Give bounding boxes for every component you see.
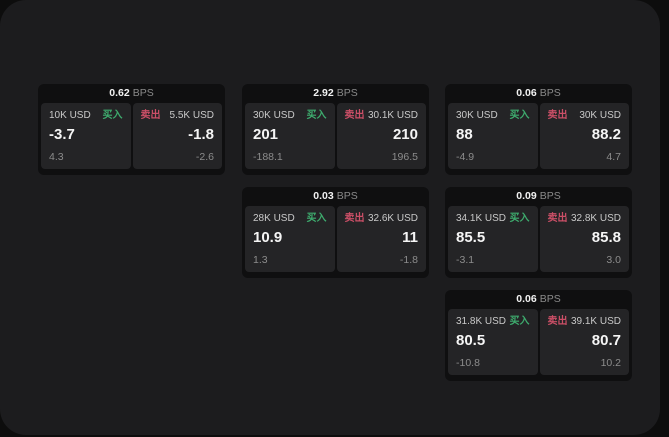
buy-label: 买入 bbox=[306, 213, 327, 224]
buy-price: 85.5 bbox=[456, 229, 486, 246]
buy-amount: 28K USD bbox=[253, 213, 295, 224]
card-body: 28K USD 买入 10.9 1.3 卖出 32.6K USD 11 -1.8 bbox=[242, 206, 429, 275]
sell-tile[interactable]: 卖出 30K USD 88.2 4.7 bbox=[539, 103, 629, 169]
sell-price: 88.2 bbox=[591, 126, 621, 143]
buy-price: 80.5 bbox=[456, 332, 486, 349]
buy-delta: -4.9 bbox=[456, 151, 475, 163]
sell-price: 80.7 bbox=[591, 332, 621, 349]
sell-price: 210 bbox=[392, 126, 418, 143]
card-body: 10K USD 买入 -3.7 4.3 卖出 5.5K USD -1.8 -2.… bbox=[38, 103, 225, 172]
card-header: 0.62 BPS bbox=[38, 84, 225, 103]
bps-value: 0.62 bbox=[109, 87, 130, 99]
bps-value: 0.06 bbox=[516, 293, 537, 305]
sell-label: 卖出 bbox=[140, 110, 161, 121]
sell-tile[interactable]: 卖出 32.8K USD 85.8 3.0 bbox=[539, 206, 629, 272]
sell-tile[interactable]: 卖出 39.1K USD 80.7 10.2 bbox=[539, 309, 629, 375]
bps-value: 0.06 bbox=[516, 87, 537, 99]
card-body: 34.1K USD 买入 85.5 -3.1 卖出 32.8K USD 85.8… bbox=[445, 206, 632, 275]
sell-label: 卖出 bbox=[547, 316, 568, 327]
sell-tile[interactable]: 卖出 5.5K USD -1.8 -2.6 bbox=[132, 103, 222, 169]
sell-price: 85.8 bbox=[591, 229, 621, 246]
card-header: 2.92 BPS bbox=[242, 84, 429, 103]
buy-amount: 34.1K USD bbox=[456, 213, 507, 224]
quote-card: 0.06 BPS 30K USD 买入 88 -4.9 卖出 30K USD bbox=[445, 84, 632, 175]
sell-amount: 32.6K USD bbox=[367, 213, 418, 224]
sell-price: 11 bbox=[402, 229, 418, 246]
buy-label: 买入 bbox=[509, 213, 530, 224]
sell-label: 卖出 bbox=[547, 110, 568, 121]
buy-delta: 1.3 bbox=[253, 254, 268, 266]
sell-delta: 4.7 bbox=[606, 151, 621, 163]
bps-value: 0.03 bbox=[313, 190, 334, 202]
sell-delta: 10.2 bbox=[600, 357, 621, 369]
sell-amount: 30K USD bbox=[579, 110, 621, 121]
quote-card: 0.62 BPS 10K USD 买入 -3.7 4.3 卖出 5.5K USD bbox=[38, 84, 225, 175]
buy-amount: 30K USD bbox=[253, 110, 295, 121]
sell-delta: 3.0 bbox=[606, 254, 621, 266]
sell-label: 卖出 bbox=[344, 110, 365, 121]
buy-price: -3.7 bbox=[49, 126, 75, 143]
sell-amount: 5.5K USD bbox=[169, 110, 214, 121]
bps-unit-label: BPS bbox=[539, 87, 561, 99]
sell-amount: 30.1K USD bbox=[367, 110, 418, 121]
sell-delta: -1.8 bbox=[399, 254, 418, 266]
bps-unit-label: BPS bbox=[336, 190, 358, 202]
buy-tile[interactable]: 31.8K USD 买入 80.5 -10.8 bbox=[448, 309, 538, 375]
buy-price: 88 bbox=[456, 126, 473, 143]
buy-delta: -10.8 bbox=[456, 357, 480, 369]
card-body: 30K USD 买入 88 -4.9 卖出 30K USD 88.2 4.7 bbox=[445, 103, 632, 172]
sell-amount: 39.1K USD bbox=[570, 316, 621, 327]
quote-card: 0.03 BPS 28K USD 买入 10.9 1.3 卖出 32.6K US… bbox=[242, 187, 429, 278]
buy-label: 买入 bbox=[509, 316, 530, 327]
buy-tile[interactable]: 30K USD 买入 88 -4.9 bbox=[448, 103, 538, 169]
sell-amount: 32.8K USD bbox=[570, 213, 621, 224]
bps-value: 2.92 bbox=[313, 87, 334, 99]
buy-label: 买入 bbox=[509, 110, 530, 121]
card-header: 0.09 BPS bbox=[445, 187, 632, 206]
sell-delta: -2.6 bbox=[195, 151, 214, 163]
quote-card: 0.09 BPS 34.1K USD 买入 85.5 -3.1 卖出 32.8K… bbox=[445, 187, 632, 278]
buy-delta: 4.3 bbox=[49, 151, 64, 163]
bps-unit-label: BPS bbox=[132, 87, 154, 99]
sell-tile[interactable]: 卖出 30.1K USD 210 196.5 bbox=[336, 103, 426, 169]
card-header: 0.06 BPS bbox=[445, 290, 632, 309]
sell-delta: 196.5 bbox=[391, 151, 418, 163]
buy-delta: -3.1 bbox=[456, 254, 475, 266]
buy-tile[interactable]: 10K USD 买入 -3.7 4.3 bbox=[41, 103, 131, 169]
card-body: 31.8K USD 买入 80.5 -10.8 卖出 39.1K USD 80.… bbox=[445, 309, 632, 378]
buy-tile[interactable]: 34.1K USD 买入 85.5 -3.1 bbox=[448, 206, 538, 272]
buy-delta: -188.1 bbox=[253, 151, 283, 163]
buy-label: 买入 bbox=[306, 110, 327, 121]
sell-label: 卖出 bbox=[344, 213, 365, 224]
card-body: 30K USD 买入 201 -188.1 卖出 30.1K USD 210 1… bbox=[242, 103, 429, 172]
buy-tile[interactable]: 28K USD 买入 10.9 1.3 bbox=[245, 206, 335, 272]
buy-amount: 10K USD bbox=[49, 110, 91, 121]
sell-price: -1.8 bbox=[188, 126, 214, 143]
card-header: 0.06 BPS bbox=[445, 84, 632, 103]
buy-tile[interactable]: 30K USD 买入 201 -188.1 bbox=[245, 103, 335, 169]
bps-unit-label: BPS bbox=[539, 190, 561, 202]
quote-card: 2.92 BPS 30K USD 买入 201 -188.1 卖出 30.1K … bbox=[242, 84, 429, 175]
buy-amount: 30K USD bbox=[456, 110, 498, 121]
buy-label: 买入 bbox=[102, 110, 123, 121]
bps-unit-label: BPS bbox=[539, 293, 561, 305]
sell-label: 卖出 bbox=[547, 213, 568, 224]
buy-amount: 31.8K USD bbox=[456, 316, 507, 327]
buy-price: 201 bbox=[253, 126, 279, 143]
quote-card: 0.06 BPS 31.8K USD 买入 80.5 -10.8 卖出 39.1… bbox=[445, 290, 632, 381]
bps-unit-label: BPS bbox=[336, 87, 358, 99]
buy-price: 10.9 bbox=[253, 229, 283, 246]
card-header: 0.03 BPS bbox=[242, 187, 429, 206]
bps-value: 0.09 bbox=[516, 190, 537, 202]
sell-tile[interactable]: 卖出 32.6K USD 11 -1.8 bbox=[336, 206, 426, 272]
